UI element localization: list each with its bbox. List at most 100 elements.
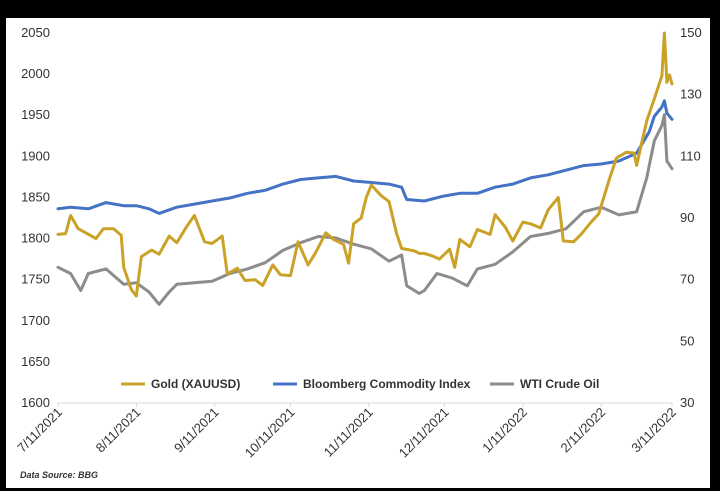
- x-tick-label: 3/11/2022: [628, 405, 679, 456]
- x-tick-label: 9/11/2021: [171, 405, 222, 456]
- data-point: [365, 196, 368, 199]
- data-point: [663, 113, 666, 116]
- data-point: [87, 208, 90, 210]
- data-point: [423, 252, 426, 255]
- data-point: [615, 157, 618, 159]
- x-tick-label: 1/11/2022: [479, 405, 530, 456]
- data-point: [565, 228, 567, 230]
- data-point: [135, 295, 138, 297]
- data-point: [671, 83, 673, 85]
- series-layer: [56, 31, 674, 306]
- data-point: [618, 214, 620, 216]
- data-point: [176, 283, 178, 286]
- data-point: [529, 235, 532, 238]
- data-point: [69, 206, 72, 208]
- data-point: [565, 169, 567, 171]
- data-point: [400, 254, 403, 256]
- y-left-tick-label: 1850: [21, 189, 50, 204]
- data-point: [176, 206, 178, 208]
- data-point: [211, 200, 213, 202]
- data-point: [380, 195, 383, 197]
- y-axis-right: 30 50 70 90 110 130 150: [680, 25, 702, 410]
- data-point: [168, 235, 170, 237]
- data-point: [148, 291, 150, 293]
- data-point: [335, 237, 337, 239]
- data-point: [451, 277, 454, 279]
- data-point: [645, 120, 648, 122]
- data-point: [352, 223, 355, 225]
- data-point: [176, 241, 178, 244]
- legend-label: Bloomberg Commodity Index: [303, 377, 471, 391]
- data-point: [360, 217, 363, 219]
- data-point: [580, 233, 582, 236]
- data-point: [597, 213, 600, 215]
- data-point: [77, 227, 79, 230]
- x-tick-label: 12/11/2021: [396, 405, 452, 461]
- data-point: [244, 279, 246, 282]
- data-point: [504, 226, 507, 228]
- data-point: [635, 152, 638, 154]
- data-point: [79, 289, 82, 292]
- x-tick-label: 7/11/2021: [14, 405, 65, 456]
- legend-label: Gold (XAUUSD): [151, 377, 240, 391]
- data-point: [653, 140, 656, 142]
- data-point: [418, 252, 421, 255]
- data-point: [418, 292, 421, 295]
- data-point: [441, 195, 443, 198]
- data-point: [653, 98, 656, 100]
- data-point: [459, 192, 461, 195]
- y-left-tick-label: 1800: [21, 231, 50, 246]
- data-point: [193, 214, 196, 217]
- data-point: [547, 209, 549, 211]
- data-point: [405, 285, 408, 287]
- series-line-gold-xauusd: [56, 31, 674, 298]
- data-point: [261, 284, 264, 287]
- data-point: [120, 234, 122, 237]
- data-point: [335, 175, 337, 178]
- x-tick-label: 8/11/2021: [93, 405, 144, 456]
- data-point: [539, 227, 542, 229]
- y-left-tick-label: 1600: [21, 395, 50, 410]
- data-point: [633, 152, 635, 154]
- data-point: [122, 204, 125, 207]
- data-point: [325, 232, 327, 234]
- data-point: [635, 164, 638, 167]
- data-point: [264, 261, 267, 264]
- data-point: [193, 203, 196, 205]
- data-point: [476, 192, 479, 195]
- data-point: [130, 288, 133, 291]
- data-point: [582, 164, 585, 167]
- data-point: [332, 238, 335, 241]
- data-point: [661, 75, 663, 77]
- data-point: [105, 268, 107, 270]
- data-point: [370, 184, 373, 186]
- y-right-tick-label: 50: [680, 333, 694, 348]
- data-point: [469, 246, 471, 248]
- data-point: [436, 272, 438, 275]
- data-point: [608, 180, 610, 182]
- data-point: [663, 100, 666, 102]
- data-point: [423, 289, 426, 292]
- data-point: [168, 291, 170, 293]
- y-left-tick-label: 1900: [21, 148, 50, 163]
- series-gold-xauusd: [56, 31, 674, 298]
- data-point: [400, 186, 403, 188]
- data-point: [317, 177, 320, 179]
- data-point: [413, 250, 416, 252]
- data-point: [150, 249, 153, 251]
- data-point: [370, 248, 373, 250]
- y-left-tick-label: 1650: [21, 354, 50, 369]
- data-point: [494, 186, 496, 188]
- data-point: [661, 124, 663, 127]
- data-point: [57, 266, 59, 269]
- data-point: [370, 181, 373, 184]
- data-point: [158, 253, 160, 255]
- data-point: [342, 243, 345, 246]
- data-point: [297, 241, 299, 243]
- series-wti-crude-oil: [56, 113, 674, 306]
- data-point: [140, 255, 143, 258]
- data-point: [95, 237, 97, 240]
- data-point: [317, 235, 320, 238]
- data-point: [122, 266, 125, 269]
- line-chart: 1600 1650 1700 1750 1800 1850 1900 1950 2000 2050…: [14, 25, 702, 480]
